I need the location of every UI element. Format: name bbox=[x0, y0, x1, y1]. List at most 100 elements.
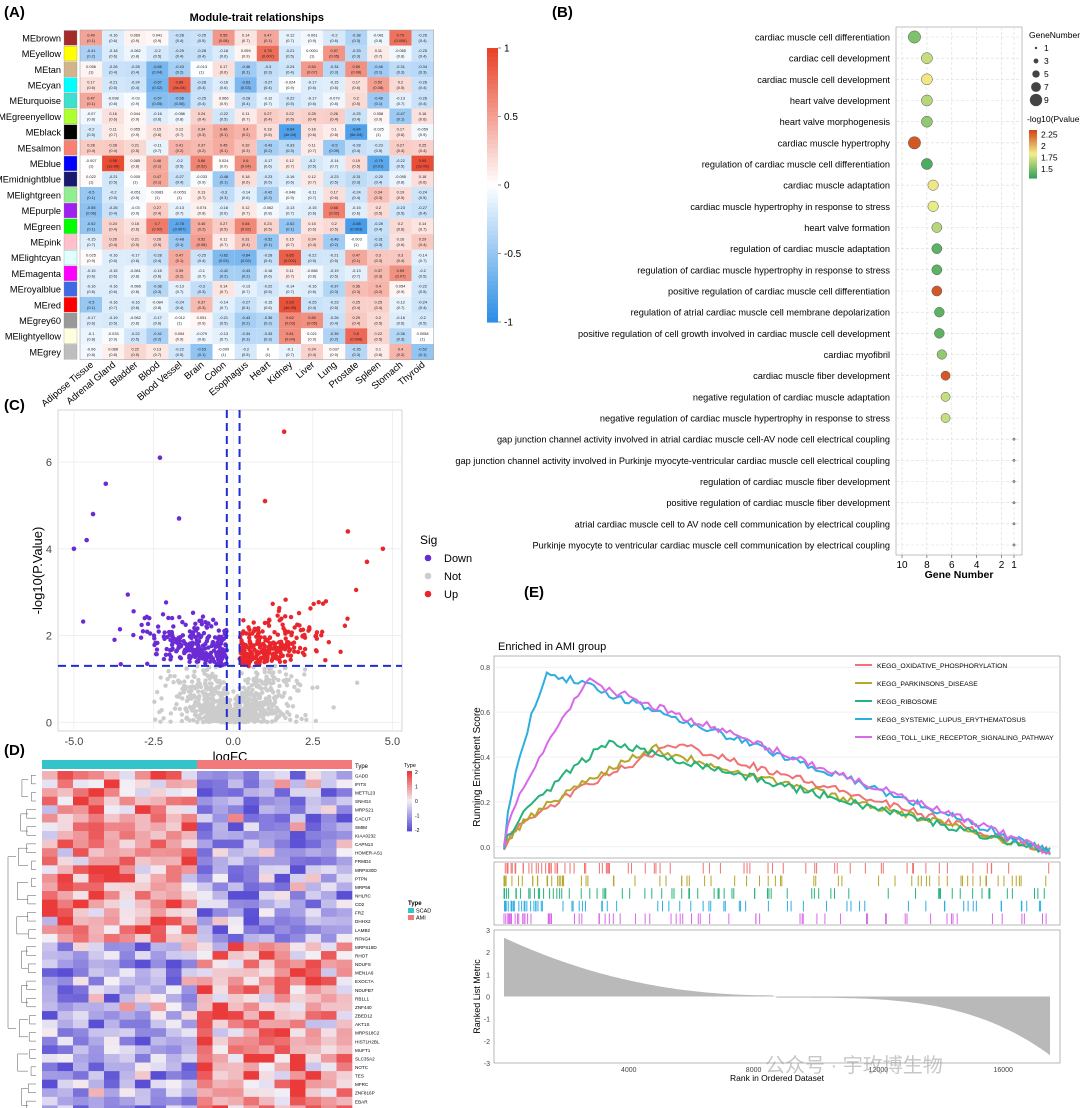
heatmap-cell bbox=[228, 993, 244, 1003]
heatmap-cell bbox=[345, 344, 368, 360]
cell-pvalue: (0.2) bbox=[198, 226, 207, 231]
heatmap-cell bbox=[323, 312, 346, 329]
point-up bbox=[277, 605, 282, 611]
heatmap-cell bbox=[42, 1096, 58, 1106]
scale-segment bbox=[407, 793, 412, 796]
cell-value: 0.4 bbox=[243, 127, 249, 132]
heatmap-cell bbox=[168, 171, 191, 187]
cell-value: -0.23 bbox=[330, 174, 339, 179]
heatmap-cell bbox=[57, 771, 74, 780]
heatmap-cell bbox=[290, 1036, 306, 1046]
cell-value: 0.24 bbox=[308, 237, 316, 242]
cell-pvalue: (0.6) bbox=[87, 289, 96, 294]
heatmap-cell bbox=[190, 171, 213, 187]
panel-label-d: (D) bbox=[4, 742, 25, 759]
cell-value: -0.43 bbox=[175, 64, 184, 69]
heatmap-cell bbox=[290, 1028, 306, 1038]
point-not bbox=[245, 702, 251, 707]
colorbar-segment bbox=[487, 89, 498, 95]
cell-pvalue: (0.4) bbox=[242, 242, 251, 247]
cell-value: -0.081 bbox=[373, 33, 384, 38]
x-axis-label: Rank in Ordered Dataset bbox=[730, 1073, 825, 1083]
point-not bbox=[221, 680, 226, 685]
point-down bbox=[172, 637, 178, 642]
point-up bbox=[275, 632, 281, 637]
heatmap-cell bbox=[102, 281, 125, 297]
heatmap-cell bbox=[150, 976, 167, 986]
colorbar-segment bbox=[487, 130, 498, 136]
heatmap-cell bbox=[259, 1053, 275, 1063]
point-down bbox=[190, 610, 196, 616]
heatmap-cell bbox=[168, 155, 191, 172]
heatmap-cell bbox=[135, 796, 151, 806]
cell-pvalue: (0.5) bbox=[374, 336, 383, 341]
gene-label: ZNF440 bbox=[355, 1005, 372, 1010]
go-term-dot bbox=[934, 328, 945, 339]
cell-value: -0.16 bbox=[219, 80, 228, 85]
cell-value: 0.34 bbox=[375, 190, 383, 195]
heatmap-cell bbox=[124, 77, 147, 93]
heatmap-cell bbox=[367, 312, 390, 329]
cell-pvalue: (0.6) bbox=[109, 258, 118, 263]
heatmap-cell bbox=[336, 959, 353, 969]
heatmap-cell bbox=[278, 281, 301, 297]
scale-segment bbox=[407, 795, 412, 798]
cell-value: -0.2 bbox=[419, 268, 426, 273]
point-up bbox=[247, 647, 252, 653]
module-color-swatch bbox=[63, 187, 78, 203]
cell-pvalue: (0.4) bbox=[352, 148, 361, 153]
go-term-label: regulation of cardiac muscle adaptation bbox=[730, 244, 890, 254]
cell-pvalue: (0.7) bbox=[286, 352, 295, 357]
heatmap-cell bbox=[228, 813, 244, 823]
cell-value: -0.1 bbox=[198, 268, 205, 273]
cell-value: 0.34 bbox=[198, 127, 206, 132]
heatmap-cell bbox=[73, 1002, 89, 1012]
cell-value: -0.52 bbox=[286, 221, 295, 226]
heatmap-cell bbox=[42, 891, 58, 900]
point-not bbox=[251, 696, 257, 702]
heatmap-cell bbox=[243, 959, 260, 969]
heatmap-cell bbox=[135, 1105, 151, 1108]
heatmap-cell bbox=[150, 882, 167, 892]
cell-pvalue: (0.5) bbox=[330, 274, 339, 279]
heatmap-cell bbox=[290, 959, 306, 969]
heatmap-cell bbox=[345, 92, 368, 109]
point-not bbox=[165, 676, 170, 682]
cell-pvalue: (0.5) bbox=[109, 179, 118, 184]
point-not bbox=[184, 698, 190, 704]
cell-value: -0.16 bbox=[109, 299, 118, 304]
cell-value: -0.65 bbox=[153, 64, 162, 69]
gene-label: MRPS18C2 bbox=[355, 1031, 380, 1036]
point-up bbox=[283, 597, 288, 602]
heatmap-cell bbox=[256, 249, 279, 266]
heatmap-cell bbox=[102, 312, 125, 329]
cell-value: 0.11 bbox=[286, 268, 293, 273]
point-down bbox=[178, 642, 184, 648]
color-legend-segment bbox=[1029, 155, 1037, 158]
go-term-dot bbox=[921, 115, 933, 128]
module-color-swatch bbox=[63, 297, 78, 313]
cell-value: 0.85 bbox=[286, 252, 294, 257]
size-legend-dot bbox=[1033, 58, 1039, 64]
heatmap-cell bbox=[305, 1079, 322, 1089]
cell-pvalue: (0.2) bbox=[220, 274, 229, 279]
heatmap-cell bbox=[274, 985, 291, 995]
point-down bbox=[183, 622, 188, 627]
heatmap-cell bbox=[212, 882, 229, 892]
cell-value: 0.037 bbox=[329, 347, 339, 352]
heatmap-cell bbox=[104, 1105, 120, 1108]
heatmap-cell bbox=[104, 899, 120, 909]
heatmap-cell bbox=[124, 234, 147, 250]
colorbar-segment bbox=[487, 299, 498, 305]
colorbar-segment bbox=[487, 143, 498, 150]
heatmap-cell bbox=[119, 1071, 136, 1080]
module-color-swatch bbox=[63, 30, 78, 46]
colorbar-segment bbox=[487, 258, 498, 264]
heatmap-cell bbox=[135, 831, 151, 840]
row-label: MEyellow bbox=[22, 49, 62, 59]
heatmap-cell bbox=[181, 1045, 198, 1055]
heatmap-cell bbox=[42, 942, 58, 952]
heatmap-cell bbox=[73, 779, 89, 789]
point-not bbox=[172, 673, 177, 679]
heatmap-cell bbox=[323, 265, 346, 282]
